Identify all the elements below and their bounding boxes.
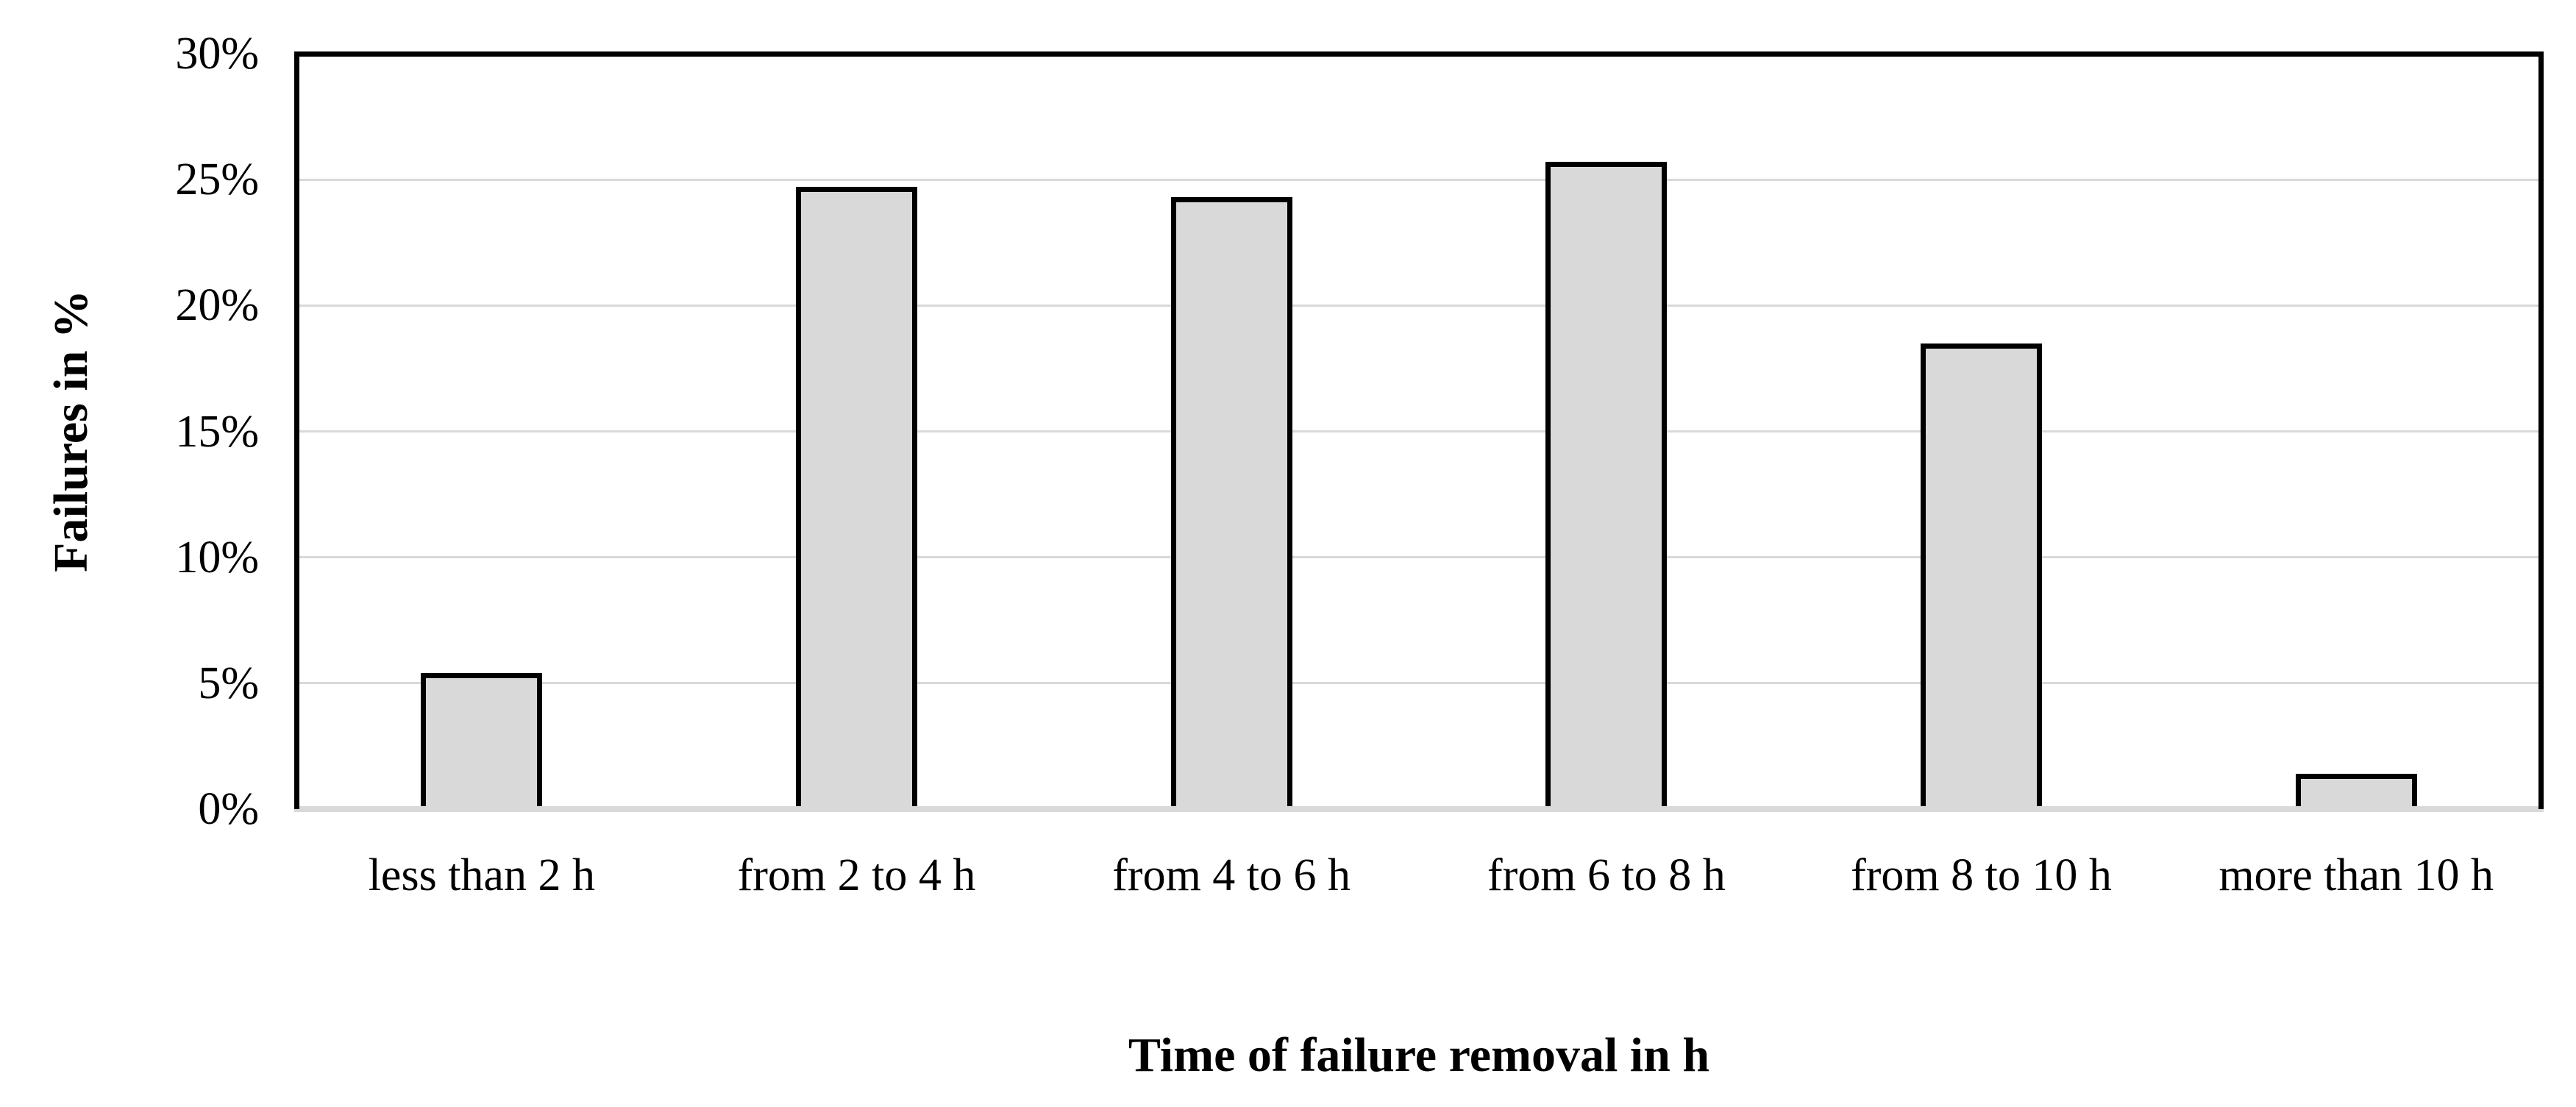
x-axis-title: Time of failure removal in h bbox=[1128, 1028, 1710, 1082]
bar bbox=[1545, 162, 1668, 809]
x-category-label: more than 10 h bbox=[2219, 850, 2494, 900]
y-tick-label: 15% bbox=[175, 406, 259, 457]
bar bbox=[796, 187, 917, 809]
y-tick-label: 10% bbox=[175, 532, 259, 583]
y-tick-label: 5% bbox=[198, 658, 259, 708]
gridline bbox=[294, 430, 2544, 433]
gridline bbox=[294, 682, 2544, 685]
y-tick-label: 30% bbox=[175, 29, 259, 79]
bar bbox=[2295, 774, 2417, 809]
bar bbox=[1170, 197, 1292, 809]
x-category-label: from 4 to 6 h bbox=[1112, 850, 1351, 900]
y-tick-label: 25% bbox=[175, 154, 259, 205]
x-category-label: from 6 to 8 h bbox=[1487, 850, 1726, 900]
gridline bbox=[294, 178, 2544, 181]
bar bbox=[421, 673, 543, 809]
x-category-label: from 2 to 4 h bbox=[737, 850, 976, 900]
bar bbox=[1921, 343, 2042, 809]
y-tick-label: 20% bbox=[175, 280, 259, 331]
x-category-label: less than 2 h bbox=[368, 850, 595, 900]
gridline bbox=[294, 304, 2544, 307]
x-category-label: from 8 to 10 h bbox=[1851, 850, 2112, 900]
y-axis-title: Failures in % bbox=[44, 290, 98, 572]
gridline bbox=[294, 556, 2544, 559]
y-tick-label: 0% bbox=[198, 784, 259, 834]
x-axis-line bbox=[294, 806, 2544, 812]
